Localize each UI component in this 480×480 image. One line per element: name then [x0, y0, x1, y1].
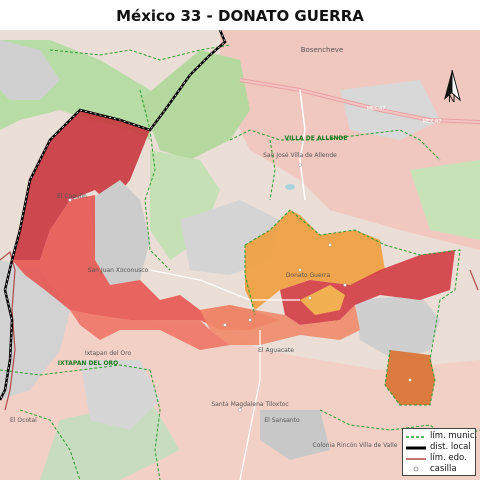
- district-center-orange[interactable]: [300, 285, 345, 315]
- casilla-marker: [118, 268, 122, 272]
- forest-n: [140, 50, 250, 160]
- map-legend: lím. munic. dist. local lím. edo. casill…: [402, 428, 478, 476]
- legend-label-municipal: lím. munic.: [430, 431, 478, 441]
- casilla-markers: [68, 163, 412, 412]
- casilla-marker: [298, 163, 302, 167]
- label-el-aguacate: El Aguacate: [258, 347, 294, 354]
- label-donato-guerra: Donato Guerra: [286, 272, 331, 279]
- road-n-s: [299, 89, 306, 201]
- map-title: México 33 - DONATO GUERRA: [116, 7, 364, 25]
- forest-sw: [40, 400, 180, 480]
- municipal-boundaries: [0, 44, 480, 480]
- gray-sw: [80, 360, 160, 430]
- label-san-jose-villa: San José Villa de Allende: [263, 152, 337, 159]
- legend-label-state: lím. edo.: [430, 453, 467, 463]
- label-el-capulin: El Capulín: [57, 193, 87, 200]
- road-center: [149, 269, 300, 301]
- urban-nw: [0, 40, 60, 100]
- label-mex47-a: MEX 47: [367, 106, 386, 112]
- label-el-sansanto: El Sansanto: [264, 417, 300, 424]
- label-ixtapan-del-oro: IXTAPAN DEL ORO: [58, 360, 119, 367]
- legend-row-casilla: casilla: [406, 464, 476, 475]
- legend-swatch-municipal: [406, 436, 426, 438]
- label-villa-de-allende: VILLA DE ALLENDE: [285, 135, 348, 142]
- north-arrow-icon: N: [440, 68, 464, 110]
- legend-swatch-state: [406, 458, 426, 460]
- road-mex47-inner: [239, 79, 480, 123]
- legend-swatch-local: [406, 446, 426, 450]
- district-dark-orange[interactable]: [385, 350, 435, 405]
- legend-label-casilla: casilla: [430, 464, 457, 474]
- casilla-marker: [238, 408, 242, 412]
- state-boundary: [0, 250, 16, 411]
- casilla-marker: [408, 378, 412, 382]
- casilla-marker: [223, 323, 227, 327]
- legend-swatch-casilla: [413, 466, 419, 472]
- label-el-ocotal: El Ocotal: [10, 417, 37, 424]
- map-frame[interactable]: Bosencheve VILLA DE ALLENDE San José Vil…: [0, 30, 480, 480]
- label-santa-magdalena: Santa Magdalena Tiloxtoc: [211, 401, 288, 408]
- casilla-marker: [298, 268, 302, 272]
- casilla-marker: [343, 283, 347, 287]
- label-mex47-b: MEX 47: [423, 119, 442, 125]
- legend-row-municipal: lím. munic.: [406, 431, 478, 442]
- label-ixtapan-town: Ixtapan del Oro: [85, 350, 132, 357]
- forest-east: [410, 160, 480, 240]
- casilla-marker: [68, 198, 72, 202]
- district-south-mid[interactable]: [200, 305, 360, 345]
- district-sw-strip[interactable]: [70, 310, 230, 350]
- label-san-juan-xoconusco: San Juan Xoconusco: [88, 267, 149, 274]
- map-canvas[interactable]: Bosencheve VILLA DE ALLENDE San José Vil…: [0, 30, 480, 480]
- district-capulin-gray[interactable]: [90, 180, 150, 285]
- lake: [285, 184, 295, 190]
- casilla-marker: [248, 318, 252, 322]
- label-colonia-rincon: Colonia Rincón Villa de Valle: [313, 442, 398, 449]
- legend-row-local: dist. local: [406, 442, 476, 453]
- legend-row-state: lím. edo.: [406, 453, 476, 464]
- gray-south: [260, 410, 330, 460]
- casilla-marker: [308, 296, 312, 300]
- district-xoconusco-mid[interactable]: [12, 195, 280, 330]
- legend-label-local: dist. local: [430, 442, 471, 452]
- gray-east: [355, 295, 440, 360]
- north-label: N: [448, 94, 456, 105]
- local-district-boundary-inner: [0, 30, 226, 401]
- state-boundary-east: [469, 269, 479, 291]
- road-south: [239, 330, 261, 480]
- label-bosencheve: Bosencheve: [301, 46, 344, 54]
- casilla-marker: [328, 243, 332, 247]
